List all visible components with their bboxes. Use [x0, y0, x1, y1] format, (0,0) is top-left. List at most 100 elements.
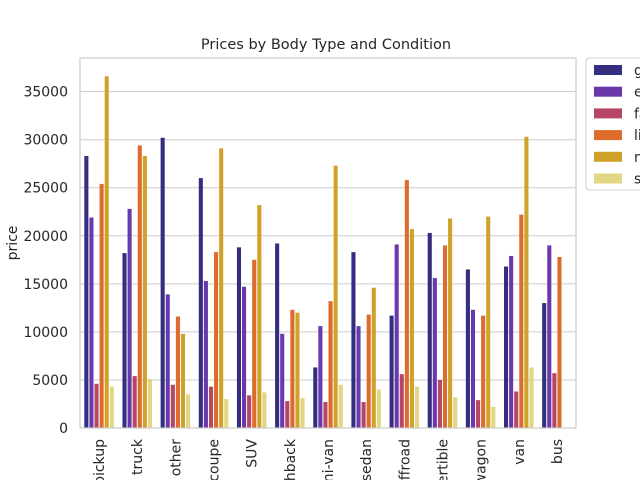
- bar: [285, 401, 290, 428]
- x-tick-labels: pickup truck other coupe SUV hback ni-van sedan…: [92, 438, 566, 480]
- bar: [404, 180, 409, 428]
- y-tick-label: 35000: [23, 85, 68, 101]
- bar: [481, 315, 486, 428]
- bar: [242, 286, 247, 428]
- y-tick-labels: 0 5000 10000 15000 20000 25000 30000 35000: [23, 85, 68, 437]
- bar: [224, 399, 229, 428]
- bar: [318, 326, 323, 428]
- bar: [486, 216, 491, 428]
- plot-area: [80, 58, 576, 428]
- bar: [137, 145, 142, 429]
- bar: [389, 315, 394, 428]
- bar: [84, 156, 89, 428]
- bar: [491, 406, 496, 428]
- legend-label: g: [634, 63, 640, 79]
- bar: [252, 259, 257, 428]
- bars: [84, 76, 562, 429]
- bar: [465, 269, 470, 428]
- bar: [208, 386, 214, 428]
- chart-title: Prices by Body Type and Condition: [201, 37, 451, 53]
- bar: [186, 394, 191, 428]
- x-tick-label: pickup: [92, 439, 108, 480]
- bar: [262, 392, 267, 428]
- bar: [89, 217, 94, 428]
- bar: [514, 391, 519, 428]
- bar: [376, 389, 381, 428]
- bar: [147, 378, 152, 428]
- bar: [99, 183, 104, 428]
- x-tick-label: bus: [550, 439, 566, 464]
- y-axis-label: price: [5, 226, 21, 261]
- y-tick-label: 15000: [23, 277, 68, 293]
- bar: [542, 303, 547, 428]
- bar: [198, 178, 203, 428]
- legend-label: fa: [634, 106, 640, 122]
- bar: [203, 280, 208, 428]
- bar: [509, 255, 514, 428]
- bar: [547, 245, 552, 428]
- y-tick-label: 20000: [23, 229, 68, 245]
- legend-label: s: [634, 172, 640, 188]
- bar: [122, 253, 127, 428]
- bar: [448, 218, 453, 428]
- y-tick-label: 5000: [32, 373, 68, 389]
- legend-swatch: [594, 86, 622, 97]
- bar: [295, 312, 300, 428]
- bar: [409, 229, 414, 428]
- bar: [524, 136, 529, 429]
- bar: [247, 395, 252, 428]
- bar: [557, 256, 562, 428]
- legend-frame: [585, 57, 640, 191]
- legend-swatch: [594, 130, 622, 141]
- bar: [280, 333, 285, 428]
- bar: [300, 398, 305, 428]
- bar: [180, 333, 186, 428]
- x-tick-label: coupe: [207, 439, 223, 480]
- legend-label: e: [634, 85, 640, 101]
- y-tick-label: 10000: [23, 325, 68, 341]
- bar: [175, 316, 180, 428]
- bar: [361, 402, 366, 428]
- x-tick-label: hback: [283, 438, 299, 480]
- bar: [427, 232, 432, 428]
- bar: [351, 252, 356, 428]
- bar: [476, 400, 481, 428]
- x-tick-label: ffroad: [397, 439, 413, 480]
- bar: [333, 165, 338, 429]
- bar: [142, 156, 147, 428]
- bar: [219, 148, 224, 429]
- bar: [453, 397, 458, 428]
- bar: [328, 301, 333, 428]
- bar: [394, 244, 399, 428]
- bar: [437, 379, 442, 428]
- x-tick-label: wagon: [474, 439, 490, 480]
- legend-swatch: [594, 173, 622, 184]
- x-tick-label: sedan: [359, 439, 375, 480]
- bar: [519, 214, 524, 428]
- bar: [371, 287, 376, 428]
- bar: [338, 384, 343, 428]
- bar: [94, 383, 99, 428]
- bar: [127, 208, 132, 428]
- y-tick-label: 30000: [23, 133, 68, 149]
- legend-swatch: [594, 151, 622, 162]
- legend-label: li: [634, 128, 640, 144]
- y-tick-label: 25000: [23, 181, 68, 197]
- bar: [214, 252, 219, 428]
- legend-swatch: [594, 108, 622, 119]
- axes-frame: [79, 57, 577, 429]
- bar: [290, 309, 295, 428]
- bar: [132, 376, 137, 428]
- x-tick-label: other: [168, 439, 184, 477]
- legend-swatch: [594, 65, 622, 75]
- bar: [104, 76, 109, 429]
- legend-label: n: [634, 150, 640, 166]
- bar: [399, 374, 404, 428]
- x-tick-label: ni-van: [321, 439, 337, 480]
- bar: [313, 367, 318, 428]
- x-tick-label: van: [512, 439, 528, 465]
- bar: [366, 314, 371, 428]
- bar: [504, 266, 509, 428]
- bar: [170, 384, 175, 428]
- bar: [470, 309, 476, 428]
